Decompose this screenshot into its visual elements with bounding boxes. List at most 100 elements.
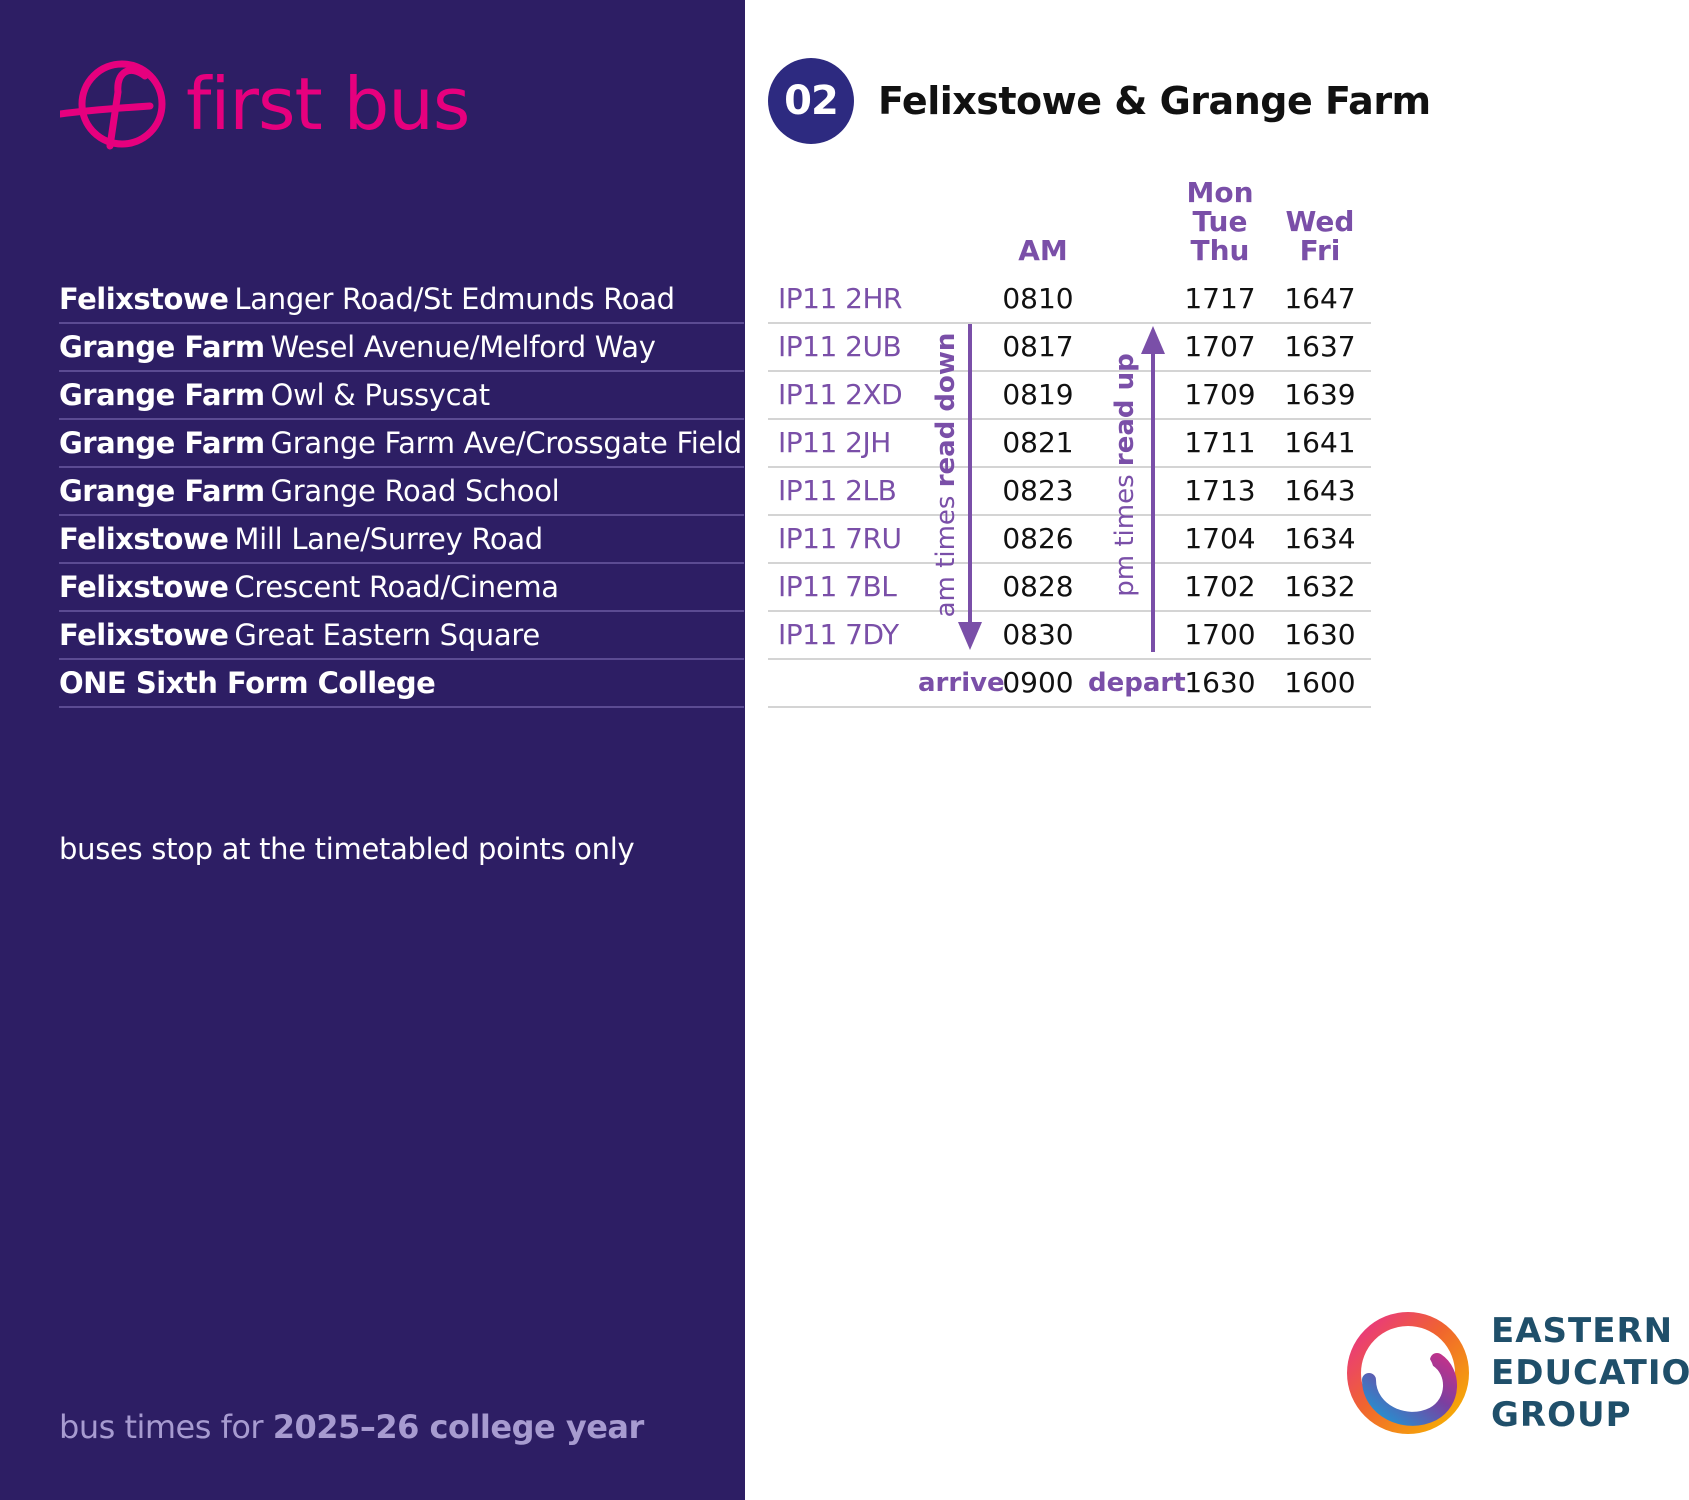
mon-tue-thu-time: 1709: [1184, 378, 1256, 411]
mon-tue-thu-time: 1700: [1184, 618, 1256, 651]
stop-row: Felixstowe Mill Lane/Surrey Road: [59, 516, 744, 564]
wed-fri-time: 1639: [1284, 378, 1356, 411]
timetable-row: IP11 2XD 0819 1709 1639: [768, 372, 1371, 420]
brand-name: first bus: [186, 62, 470, 146]
stop-name: Mill Lane/Surrey Road: [234, 522, 543, 556]
mon-tue-thu-time: 1707: [1184, 330, 1256, 363]
day-mon: Mon: [1186, 176, 1254, 209]
stop-list: Felixstowe Langer Road/St Edmunds Road Gra…: [59, 276, 744, 708]
footer: bus times for 2025–26 college year: [59, 1408, 644, 1446]
read-down-arrow-icon: [958, 324, 982, 650]
pm-direction-label: pm times read up: [1110, 325, 1140, 625]
wed-fri-time: 1647: [1284, 282, 1356, 315]
stop-name: Langer Road/St Edmunds Road: [234, 282, 675, 316]
stop-row: Felixstowe Langer Road/St Edmunds Road: [59, 276, 744, 324]
timetable-note: buses stop at the timetabled points only: [59, 832, 635, 866]
arrive-time: 0900: [1002, 666, 1074, 699]
arrive-label: arrive: [918, 668, 1005, 698]
college-timetable-row: arrive 0900 depart 1630 1600: [768, 660, 1371, 708]
column-header-am: AM: [1018, 234, 1068, 267]
left-panel: first bus Felixstowe Langer Road/St Edmun…: [0, 0, 745, 1500]
timetable-row: IP11 2JH 0821 1711 1641: [768, 420, 1371, 468]
stop-name: Grange Road School: [270, 474, 560, 508]
stop-area: Grange Farm: [59, 426, 265, 460]
mon-tue-thu-time: 1704: [1184, 522, 1256, 555]
stop-row: Grange Farm Grange Road School: [59, 468, 744, 516]
timetable-row: IP11 2LB 0823 1713 1643: [768, 468, 1371, 516]
eeg-line-2: EDUCATION: [1491, 1353, 1689, 1393]
stop-name: Owl & Pussycat: [270, 378, 491, 412]
timetable-row: IP11 7BL 0828 1702 1632: [768, 564, 1371, 612]
am-time: 0821: [1002, 426, 1074, 459]
stop-name: Crescent Road/Cinema: [234, 570, 559, 604]
mon-tue-thu-time: 1711: [1184, 426, 1256, 459]
mon-tue-thu-time: 1713: [1184, 474, 1256, 507]
day-thu: Thu: [1190, 234, 1250, 267]
stop-postcode: IP11 7RU: [778, 522, 902, 555]
am-time: 0823: [1002, 474, 1074, 507]
depart-label: depart: [1088, 668, 1186, 698]
stop-area: Felixstowe: [59, 570, 229, 604]
stop-row: Felixstowe Great Eastern Square: [59, 612, 744, 660]
day-tue: Tue: [1192, 205, 1248, 238]
stop-area: Grange Farm: [59, 474, 265, 508]
am-time: 0817: [1002, 330, 1074, 363]
am-direction-prefix: am times: [931, 487, 961, 618]
wed-fri-time: 1634: [1284, 522, 1356, 555]
route-title: Felixstowe & Grange Farm: [878, 79, 1431, 123]
stop-name: Grange Farm Ave/Crossgate Field: [270, 426, 743, 460]
eeg-name: EASTERN EDUCATION GROUP: [1491, 1310, 1689, 1436]
stop-postcode: IP11 7DY: [778, 618, 899, 651]
timetable-row: IP11 2UB 0817 1707 1637: [768, 324, 1371, 372]
eeg-line-1: EASTERN: [1491, 1311, 1674, 1351]
stop-area: Felixstowe: [59, 522, 229, 556]
college-row: ONE Sixth Form College: [59, 660, 744, 708]
stop-row: Grange Farm Wesel Avenue/Melford Way: [59, 324, 744, 372]
wed-fri-time: 1641: [1284, 426, 1356, 459]
stop-postcode: IP11 2JH: [778, 426, 891, 459]
column-header-mon-tue-thu: Mon Tue Thu: [1165, 178, 1275, 265]
stop-area: Grange Farm: [59, 378, 265, 412]
eastern-education-group-logo: EASTERN EDUCATION GROUP: [1345, 1310, 1689, 1436]
eeg-swirl-icon: [1347, 1312, 1469, 1434]
wed-fri-time: 1643: [1284, 474, 1356, 507]
stop-postcode: IP11 2XD: [778, 378, 903, 411]
am-direction-label: am times read down: [931, 325, 961, 625]
timetable-row: IP11 7RU 0826 1704 1634: [768, 516, 1371, 564]
depart-wed-fri-time: 1600: [1284, 666, 1356, 699]
am-direction-bold: read down: [931, 332, 961, 488]
route-number-badge: 02: [768, 58, 854, 144]
footer-prefix: bus times for: [59, 1408, 273, 1446]
timetable-row: IP11 2HR 0810 1717 1647: [768, 276, 1371, 324]
column-header-wed-fri: Wed Fri: [1265, 207, 1375, 265]
wed-fri-time: 1630: [1284, 618, 1356, 651]
am-time: 0828: [1002, 570, 1074, 603]
stop-row: Felixstowe Crescent Road/Cinema: [59, 564, 744, 612]
stop-row: Grange Farm Grange Farm Ave/Crossgate Fie…: [59, 420, 744, 468]
am-time: 0810: [1002, 282, 1074, 315]
stop-name: Great Eastern Square: [234, 618, 540, 652]
mon-tue-thu-time: 1702: [1184, 570, 1256, 603]
footer-year: 2025–26 college year: [272, 1408, 645, 1446]
stop-postcode: IP11 7BL: [778, 570, 897, 603]
pm-direction-bold: read up: [1110, 353, 1140, 467]
stop-postcode: IP11 2LB: [778, 474, 897, 507]
eeg-line-3: GROUP: [1491, 1395, 1632, 1435]
am-time: 0826: [1002, 522, 1074, 555]
college-name: ONE Sixth Form College: [59, 666, 436, 700]
day-fri: Fri: [1299, 234, 1341, 267]
day-wed: Wed: [1285, 205, 1355, 238]
first-bus-logo-icon: [60, 60, 166, 150]
stop-postcode: IP11 2UB: [778, 330, 902, 363]
am-time: 0830: [1002, 618, 1074, 651]
stop-area: Felixstowe: [59, 618, 229, 652]
pm-direction-prefix: pm times: [1110, 466, 1140, 597]
mon-tue-thu-time: 1717: [1184, 282, 1256, 315]
wed-fri-time: 1632: [1284, 570, 1356, 603]
stop-name: Wesel Avenue/Melford Way: [270, 330, 656, 364]
timetable: IP11 2HR 0810 1717 1647 IP11 2UB 0817 1707 1637…: [768, 276, 1371, 708]
stop-area: Felixstowe: [59, 282, 229, 316]
am-time: 0819: [1002, 378, 1074, 411]
stop-row: Grange Farm Owl & Pussycat: [59, 372, 744, 420]
stop-area: Grange Farm: [59, 330, 265, 364]
